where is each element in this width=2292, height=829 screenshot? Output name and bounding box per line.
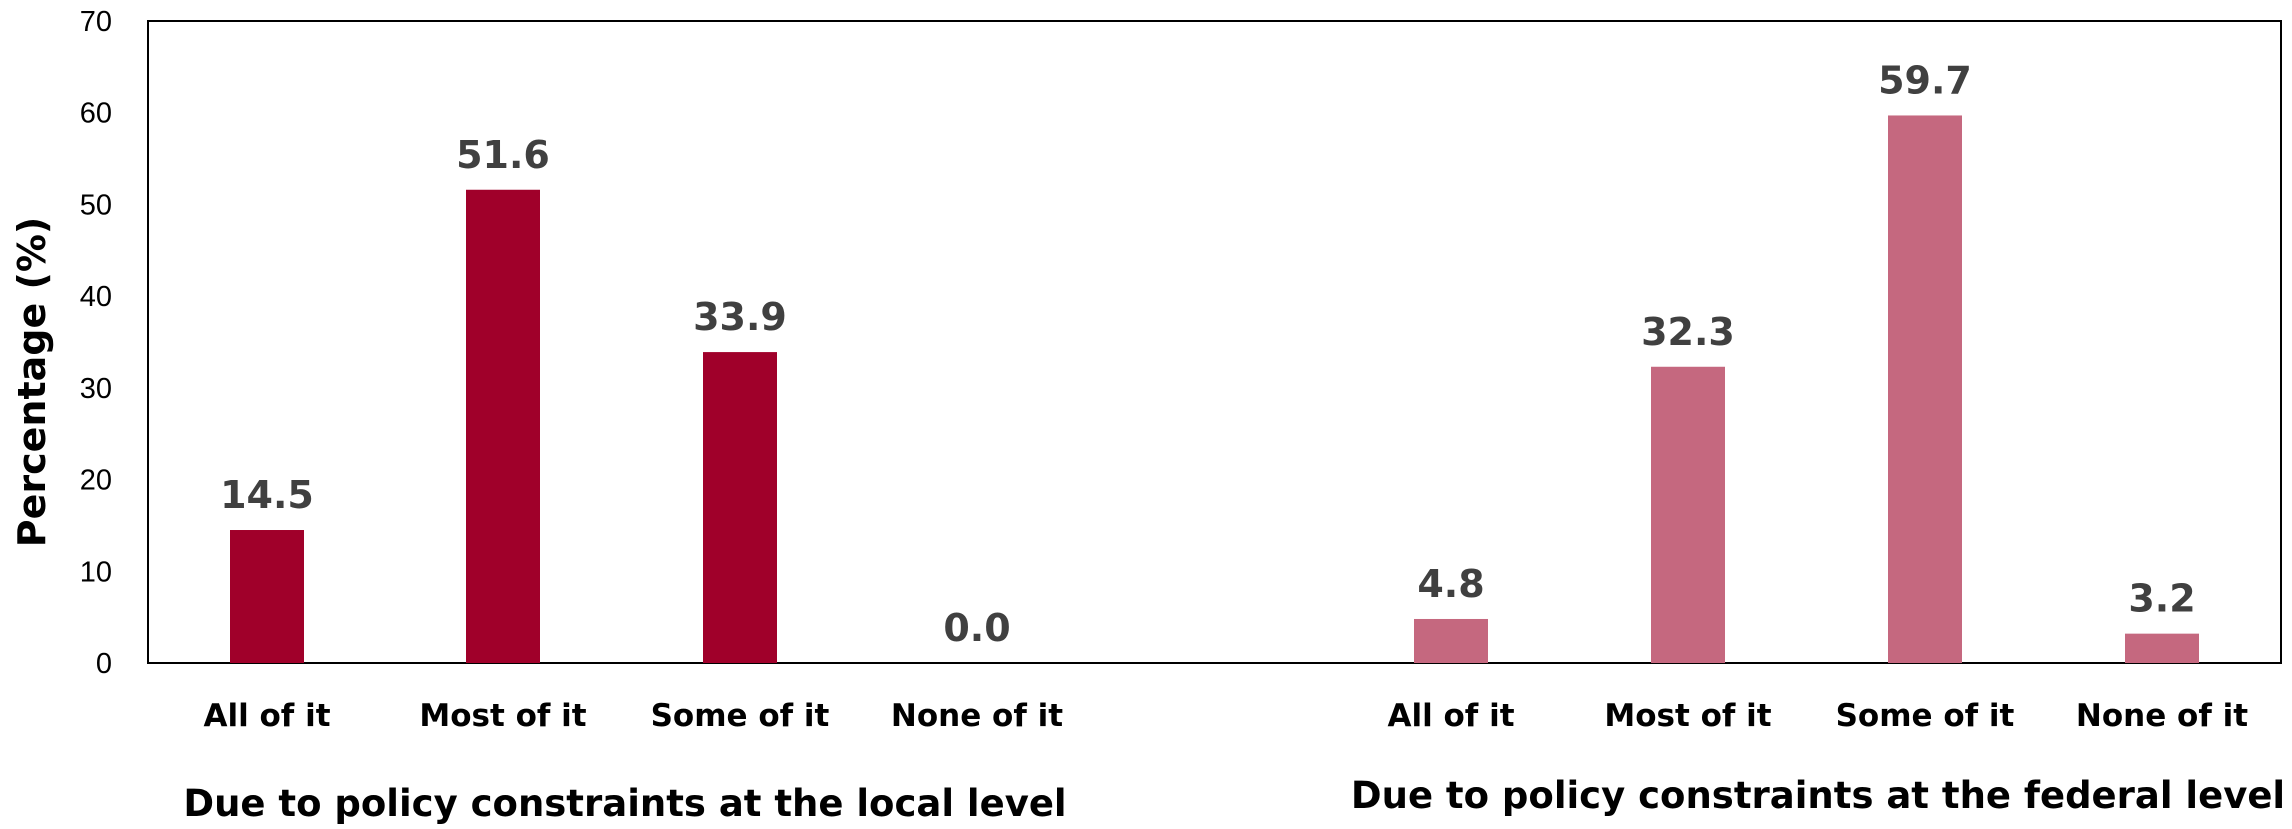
bars — [230, 115, 2199, 663]
category-label: All of it — [203, 698, 330, 734]
y-tick-label: 10 — [80, 556, 112, 588]
data-label: 0.0 — [943, 606, 1010, 650]
y-tick-label: 30 — [80, 373, 112, 405]
y-tick-label: 60 — [80, 98, 112, 130]
category-label: Some of it — [651, 698, 830, 734]
category-label: Most of it — [1604, 698, 1771, 734]
y-axis-title: Percentage (%) — [10, 217, 54, 548]
category-labels: All of it Most of it Some of it None of it A… — [203, 698, 2248, 734]
bar — [466, 190, 540, 663]
data-label: 32.3 — [1641, 310, 1735, 354]
group-label-federal: Due to policy constraints at the federal… — [1351, 774, 2285, 817]
y-tick-label: 20 — [80, 465, 112, 497]
bar — [1888, 115, 1962, 663]
category-label: All of it — [1387, 698, 1514, 734]
bar — [230, 530, 304, 663]
bar — [1651, 367, 1725, 663]
data-label: 51.6 — [456, 133, 550, 177]
category-label: None of it — [891, 698, 1063, 734]
y-tick-label: 40 — [80, 281, 112, 313]
data-label: 33.9 — [693, 295, 787, 339]
category-label: Some of it — [1836, 698, 2015, 734]
y-axis-ticks: 0 10 20 30 40 50 60 70 — [80, 6, 112, 680]
bar — [1414, 619, 1488, 663]
y-tick-label: 70 — [80, 6, 112, 38]
bar — [703, 352, 777, 663]
y-tick-label: 50 — [80, 189, 112, 221]
data-label: 59.7 — [1878, 58, 1972, 102]
data-label: 3.2 — [2128, 577, 2195, 621]
y-tick-label: 0 — [96, 648, 112, 680]
group-label-local: Due to policy constraints at the local l… — [183, 782, 1066, 825]
category-label: None of it — [2076, 698, 2248, 734]
data-label: 14.5 — [220, 473, 314, 517]
bar — [2125, 634, 2199, 663]
data-label: 4.8 — [1417, 562, 1484, 606]
category-label: Most of it — [419, 698, 586, 734]
